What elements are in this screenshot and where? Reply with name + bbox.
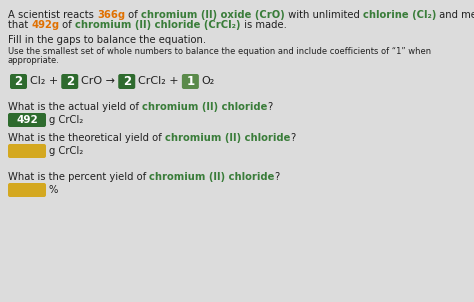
Text: 366g: 366g [97, 10, 125, 20]
FancyBboxPatch shape [8, 183, 46, 197]
Text: 492: 492 [16, 115, 38, 125]
Text: that: that [8, 20, 31, 30]
Text: What is the theoretical yield of: What is the theoretical yield of [8, 133, 165, 143]
Text: chromium (II) chloride: chromium (II) chloride [142, 102, 267, 112]
FancyBboxPatch shape [8, 113, 46, 127]
FancyBboxPatch shape [10, 74, 27, 89]
Text: 2: 2 [14, 75, 23, 88]
Text: is made.: is made. [241, 20, 287, 30]
Text: 2: 2 [66, 75, 74, 88]
Text: 492g: 492g [31, 20, 60, 30]
Text: chromium (II) chloride (CrCl₂): chromium (II) chloride (CrCl₂) [75, 20, 241, 30]
Text: 2: 2 [123, 75, 131, 88]
Text: ?: ? [267, 102, 273, 112]
FancyBboxPatch shape [8, 144, 46, 158]
Text: %: % [49, 185, 58, 195]
Text: Use the smallest set of whole numbers to balance the equation and include coeffi: Use the smallest set of whole numbers to… [8, 47, 431, 56]
Text: appropriate.: appropriate. [8, 56, 60, 65]
Text: with unlimited: with unlimited [285, 10, 363, 20]
Text: Cl₂ +: Cl₂ + [30, 76, 58, 86]
Text: chromium (II) chloride: chromium (II) chloride [149, 172, 275, 182]
Text: What is the actual yield of: What is the actual yield of [8, 102, 142, 112]
Text: ?: ? [290, 133, 295, 143]
Text: CrCl₂ +: CrCl₂ + [138, 76, 179, 86]
Text: Fill in the gaps to balance the equation.: Fill in the gaps to balance the equation… [8, 35, 206, 45]
Text: chromium (II) oxide (CrO): chromium (II) oxide (CrO) [141, 10, 285, 20]
Text: O₂: O₂ [202, 76, 215, 86]
Text: and measures: and measures [436, 10, 474, 20]
Text: of: of [125, 10, 141, 20]
Text: g CrCl₂: g CrCl₂ [49, 146, 83, 156]
FancyBboxPatch shape [118, 74, 135, 89]
Text: of: of [60, 20, 75, 30]
Text: g CrCl₂: g CrCl₂ [49, 115, 83, 125]
Text: CrO →: CrO → [81, 76, 115, 86]
FancyBboxPatch shape [61, 74, 78, 89]
Text: chlorine (Cl₂): chlorine (Cl₂) [363, 10, 436, 20]
Text: 1: 1 [186, 75, 194, 88]
Text: What is the percent yield of: What is the percent yield of [8, 172, 149, 182]
Text: chromium (II) chloride: chromium (II) chloride [165, 133, 290, 143]
FancyBboxPatch shape [182, 74, 199, 89]
Text: A scientist reacts: A scientist reacts [8, 10, 97, 20]
Text: ?: ? [275, 172, 280, 182]
